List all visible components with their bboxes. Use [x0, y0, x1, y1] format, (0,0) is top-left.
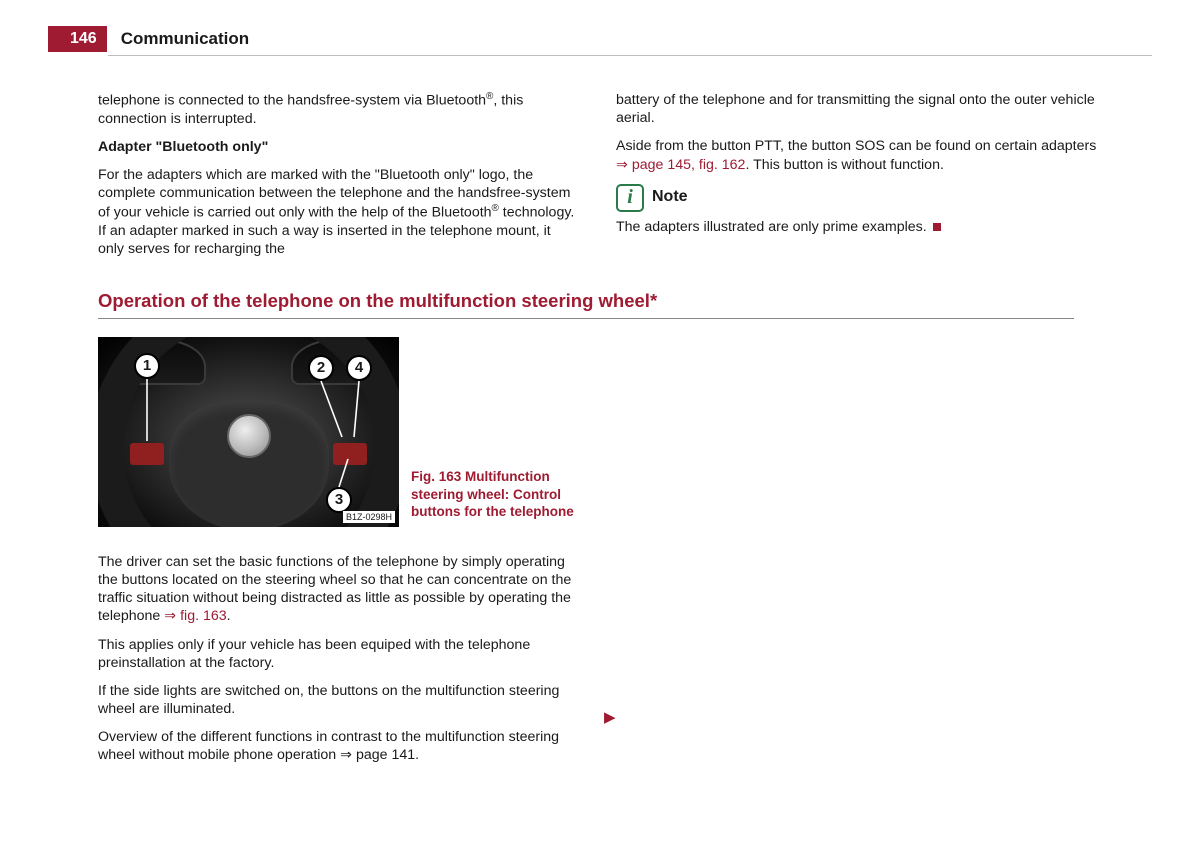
text: .: [227, 608, 231, 624]
text: telephone is connected to the handsfree-…: [98, 93, 486, 109]
continuation-arrow-icon: ▶: [604, 708, 616, 726]
cross-reference: ⇒ page 145, fig. 162: [616, 157, 745, 173]
wheel-button-right: [333, 443, 367, 465]
brand-badge: [227, 414, 271, 458]
note-text: The adapters illustrated are only prime …: [616, 218, 1098, 236]
cross-reference: ⇒ fig. 163: [164, 608, 226, 624]
registered-mark: ®: [492, 203, 499, 214]
manual-page: 146 Communication telephone is connected…: [48, 26, 1152, 775]
wheel-button-left: [130, 443, 164, 465]
section-heading: Operation of the telephone on the multif…: [98, 290, 1152, 312]
section-rule: [98, 318, 1074, 319]
callout-4: 4: [346, 355, 372, 381]
figure-block: 1 2 4 3 B1Z-0298H Fig. 163 Multifunction…: [98, 337, 1152, 527]
two-column-body: telephone is connected to the handsfree-…: [98, 91, 1098, 268]
callout-3: 3: [326, 487, 352, 513]
paragraph: Overview of the different functions in c…: [98, 728, 580, 764]
paragraph: For the adapters which are marked with t…: [98, 166, 580, 258]
callout-2: 2: [308, 355, 334, 381]
page-number-badge: 146: [48, 26, 107, 52]
column-right: battery of the telephone and for transmi…: [616, 91, 1098, 268]
figure-image: 1 2 4 3 B1Z-0298H: [98, 337, 399, 527]
text: . This button is without function.: [745, 157, 943, 173]
page-header: 146 Communication: [48, 26, 1152, 52]
paragraph: telephone is connected to the handsfree-…: [98, 91, 580, 128]
paragraph: If the side lights are switched on, the …: [98, 682, 580, 718]
note-label: Note: [652, 187, 688, 207]
paragraph: battery of the telephone and for transmi…: [616, 91, 1098, 127]
text: The adapters illustrated are only prime …: [616, 219, 927, 235]
column-left: telephone is connected to the handsfree-…: [98, 91, 580, 268]
callout-1: 1: [134, 353, 160, 379]
paragraph: Aside from the button PTT, the button SO…: [616, 137, 1098, 173]
paragraph: This applies only if your vehicle has be…: [98, 636, 580, 672]
end-of-section-mark: [933, 223, 941, 231]
paragraph: The driver can set the basic functions o…: [98, 553, 580, 626]
section-title: Communication: [121, 29, 249, 49]
section-body: The driver can set the basic functions o…: [98, 553, 580, 765]
note-header: i Note: [616, 184, 1098, 212]
figure-code: B1Z-0298H: [343, 511, 395, 523]
text: Aside from the button PTT, the button SO…: [616, 138, 1096, 154]
sub-heading: Adapter "Bluetooth only": [98, 138, 580, 156]
info-icon: i: [616, 184, 644, 212]
figure-caption: Fig. 163 Multifunction steering wheel: C…: [411, 468, 581, 527]
header-rule: [108, 55, 1152, 56]
